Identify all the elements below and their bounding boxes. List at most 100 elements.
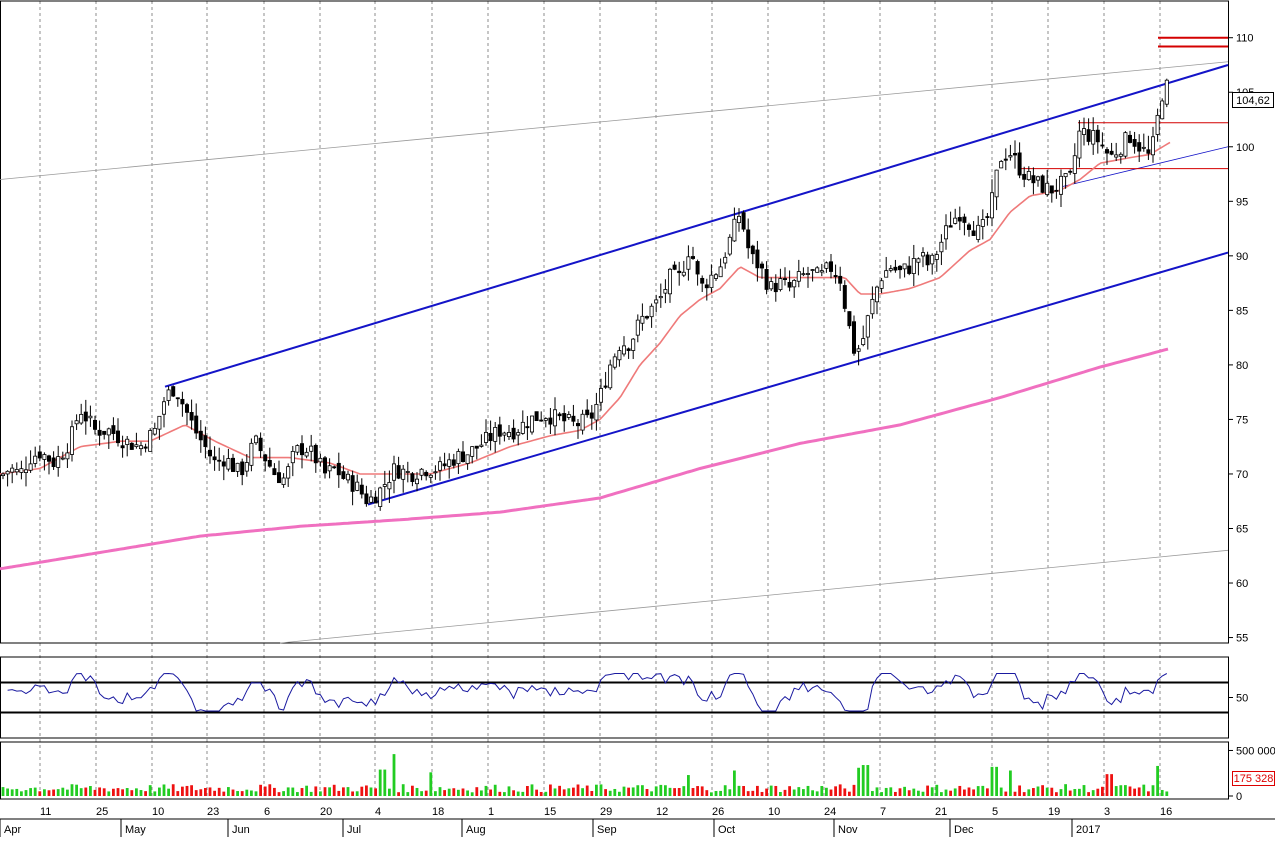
volume-bar (1073, 789, 1076, 796)
volume-bar (393, 754, 396, 796)
candle-body (323, 458, 326, 473)
candle-body (34, 456, 37, 463)
candle-body (820, 271, 823, 272)
candle-body (466, 455, 469, 464)
volume-bar (1064, 784, 1067, 796)
volume-bar (52, 790, 55, 796)
volume-bar (471, 792, 474, 796)
volume-bar (678, 788, 681, 796)
volume-bar (48, 790, 51, 796)
candle-body (530, 416, 533, 432)
candle-body (282, 478, 285, 485)
volume-bar (1124, 785, 1127, 796)
month-label: Apr (4, 824, 21, 836)
candle-body (857, 349, 860, 352)
candle-body (898, 266, 901, 269)
candle-body (576, 423, 579, 425)
volume-bar (11, 789, 14, 796)
candle-body (931, 255, 934, 264)
volume-bar (250, 790, 253, 796)
candle-body (218, 460, 221, 461)
candle-body (567, 414, 570, 417)
candle-body (1165, 80, 1168, 104)
candle-body (461, 452, 464, 462)
candle-body (185, 405, 188, 413)
candle-body (747, 230, 750, 248)
volume-bar (186, 786, 189, 796)
day-tick-label: 3 (1104, 806, 1110, 818)
day-tick-label: 4 (375, 806, 381, 818)
volume-bar (420, 791, 423, 796)
candle-body (742, 213, 745, 229)
volume-bar (949, 791, 952, 796)
candle-body (595, 404, 598, 420)
candle-body (47, 456, 50, 461)
volume-bar (830, 790, 833, 796)
volume-bar (991, 767, 994, 796)
candle-body (38, 452, 41, 458)
month-label: Jul (347, 824, 361, 836)
main-panel-frame (1, 1, 1229, 643)
candle-body (1142, 147, 1145, 148)
candle-body (1115, 155, 1118, 157)
candle-body (797, 272, 800, 282)
candle-body (986, 217, 989, 218)
volume-bar (940, 792, 943, 796)
candle-body (1046, 183, 1049, 194)
month-label: Jun (232, 824, 250, 836)
volume-bar (365, 785, 368, 796)
day-tick-label: 25 (96, 806, 108, 818)
volume-bar (857, 768, 860, 796)
candle-body (1, 474, 4, 476)
candle-body (889, 269, 892, 271)
price-tick-label: 80 (1236, 360, 1248, 372)
day-tick-label: 12 (656, 806, 668, 818)
volume-bar (374, 788, 377, 796)
volume-bar (1032, 788, 1035, 796)
volume-bar (319, 791, 322, 796)
candle-body (222, 462, 225, 466)
volume-bar (995, 767, 998, 796)
volume-bar (153, 791, 156, 796)
candle-body (1101, 145, 1104, 146)
price-tick-label: 65 (1236, 523, 1248, 535)
candle-body (254, 436, 257, 443)
candle-body (940, 242, 943, 252)
volume-bar (577, 784, 580, 796)
candle-body (365, 494, 368, 504)
candle-body (894, 267, 897, 270)
volume-bar (107, 791, 110, 796)
candle-body (158, 416, 161, 429)
volume-bar (673, 788, 676, 796)
volume-bar (650, 791, 653, 796)
candle-body (75, 421, 78, 424)
month-label: May (125, 824, 146, 836)
volume-bar (903, 787, 906, 796)
candle-body (848, 312, 851, 326)
candle-body (866, 316, 869, 337)
volume-bar (636, 785, 639, 796)
candle-body (310, 446, 313, 451)
volume-bar (34, 788, 37, 796)
candle-body (622, 346, 625, 354)
candle-body (572, 416, 575, 421)
candle-body (1013, 153, 1016, 155)
volume-bar (255, 791, 258, 796)
candle-body (20, 469, 23, 473)
candle-body (714, 275, 717, 279)
month-label: Aug (466, 824, 486, 836)
candle-body (917, 259, 920, 262)
candle-body (360, 485, 363, 494)
volume-bar (793, 790, 796, 796)
month-label: Sep (597, 824, 617, 836)
candle-body (213, 457, 216, 460)
volume-bar (521, 792, 524, 796)
candle-body (788, 282, 791, 287)
candle-body (972, 231, 975, 236)
candle-body (1059, 176, 1062, 194)
candle-body (356, 482, 359, 490)
candle-body (880, 281, 883, 289)
candle-body (963, 217, 966, 222)
candle-body (1041, 176, 1044, 192)
volume-bar (1046, 788, 1049, 796)
